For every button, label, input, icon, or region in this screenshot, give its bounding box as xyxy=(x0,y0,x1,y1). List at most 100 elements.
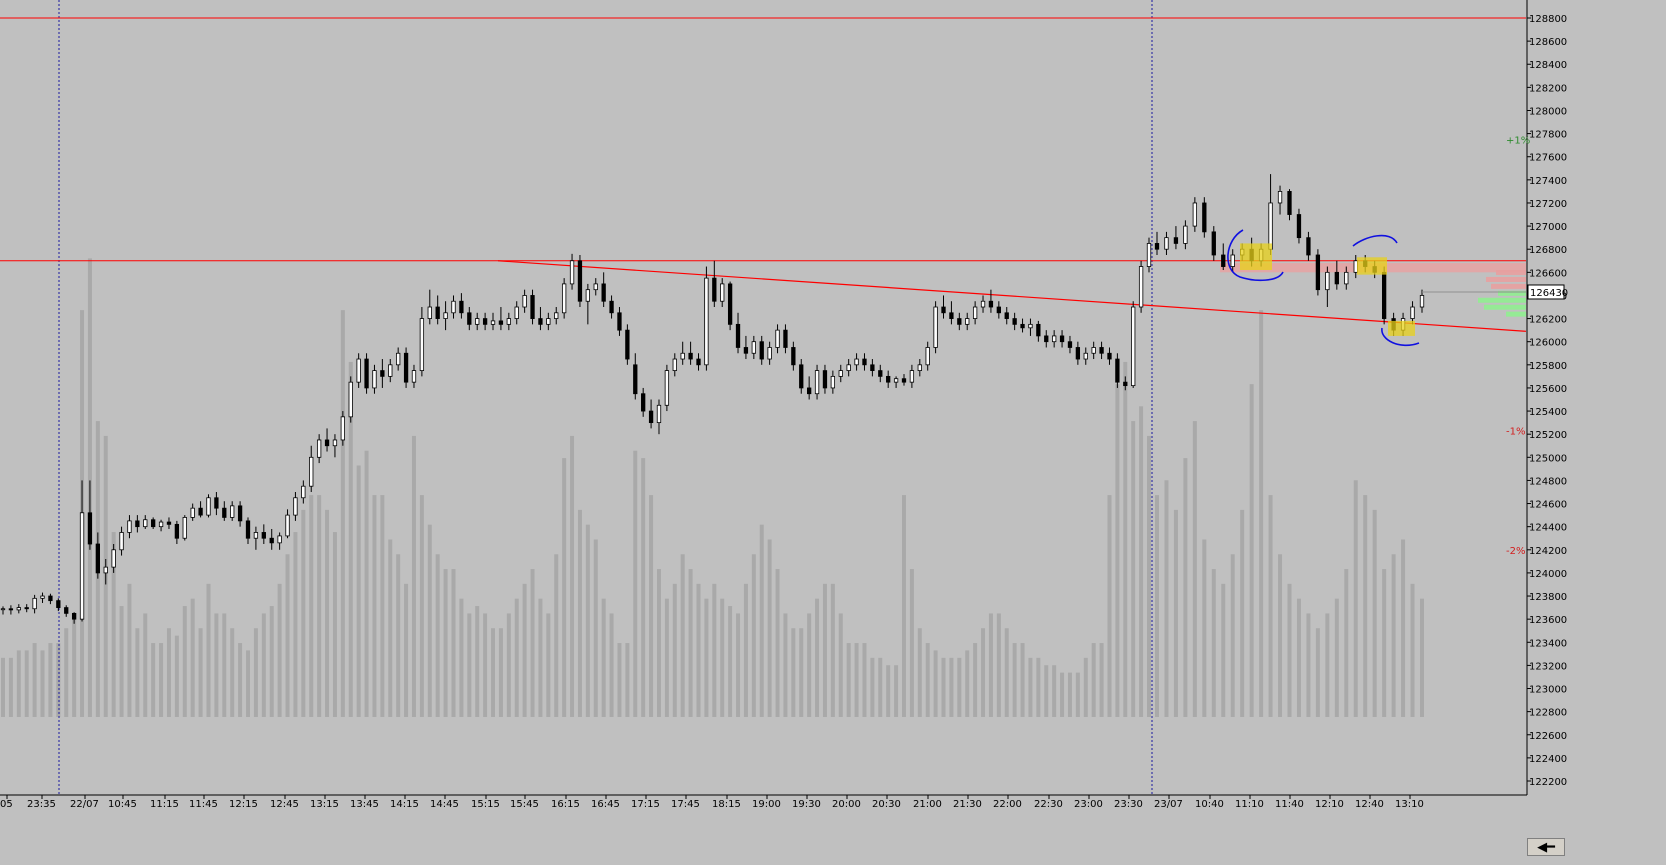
candle xyxy=(356,353,361,388)
volume-profile-bar xyxy=(1491,283,1526,289)
candle xyxy=(522,289,527,313)
volume-bar xyxy=(159,643,164,717)
candle-body xyxy=(206,497,211,516)
candle xyxy=(727,281,733,331)
volume-bar xyxy=(1067,672,1072,717)
candle-body xyxy=(1306,237,1311,256)
time-tick-label: 19:00 xyxy=(752,799,781,810)
volume-bar xyxy=(830,583,835,717)
volume-bar xyxy=(554,554,559,717)
candle-body xyxy=(482,318,488,325)
candle xyxy=(214,491,219,516)
volume-bar xyxy=(585,524,590,717)
candle-body xyxy=(245,520,251,539)
candle-body xyxy=(569,260,575,285)
volume-profile-bar xyxy=(1478,297,1526,303)
time-tick-label: 12:40 xyxy=(1355,799,1384,810)
candle xyxy=(1192,197,1198,232)
volume-bar xyxy=(285,554,290,717)
candle-body xyxy=(1154,243,1160,250)
candle-body xyxy=(151,519,156,528)
candle-body xyxy=(1334,271,1339,285)
volume-bar xyxy=(688,569,693,717)
time-tick-label: 17:15 xyxy=(631,799,660,810)
candle xyxy=(917,359,922,377)
candle xyxy=(419,307,425,377)
price-tick-label: 128600 xyxy=(1529,37,1567,48)
candle xyxy=(1154,231,1160,255)
volume-bar xyxy=(1363,495,1368,717)
candle-body xyxy=(988,300,994,308)
candle xyxy=(143,515,148,529)
candle-body xyxy=(174,523,180,539)
candle-body xyxy=(917,364,922,371)
candle-body xyxy=(135,520,140,528)
volume-profile-bar xyxy=(1506,311,1526,317)
volume-bar xyxy=(846,643,851,717)
candle-body xyxy=(111,549,116,568)
time-tick-label: 12:10 xyxy=(1315,799,1344,810)
candle-body xyxy=(775,329,780,348)
candle-body xyxy=(791,347,796,366)
volume-bar xyxy=(143,613,148,717)
candle xyxy=(593,278,598,296)
candle xyxy=(151,517,156,529)
candle-body xyxy=(846,364,851,371)
volume-bar xyxy=(214,613,219,717)
candle xyxy=(648,399,654,429)
candle-body xyxy=(1091,347,1096,354)
candle xyxy=(988,289,994,313)
candle-body xyxy=(0,608,6,611)
price-tick-label: 126800 xyxy=(1529,245,1567,256)
volume-bar xyxy=(151,643,156,717)
candle-body xyxy=(1028,323,1033,329)
volume-bar xyxy=(364,450,369,717)
candle-body xyxy=(1221,254,1226,267)
candle-body xyxy=(996,306,1001,314)
candle-body xyxy=(411,370,417,383)
candle-body xyxy=(498,320,504,325)
candle xyxy=(1099,341,1104,360)
volume-bar xyxy=(1382,569,1387,717)
candle-body xyxy=(743,347,749,354)
volume-bar xyxy=(1028,657,1033,717)
candle xyxy=(664,364,670,412)
candle xyxy=(996,301,1001,319)
volume-bar xyxy=(988,613,993,717)
candle xyxy=(1123,376,1128,391)
candle-body xyxy=(522,295,527,308)
candle-body xyxy=(862,358,867,366)
candle xyxy=(656,399,662,435)
volume-bar xyxy=(522,583,527,717)
volume-bar xyxy=(751,554,756,717)
trendline[interactable] xyxy=(497,260,1527,332)
time-tick-label: 20:00 xyxy=(832,799,861,810)
volume-bar xyxy=(981,628,986,717)
volume-bar xyxy=(230,628,235,717)
candle-body xyxy=(356,358,361,383)
price-axis: 128800 128600 128400 128200 128000 127800 1276… xyxy=(1478,0,1666,865)
candle xyxy=(1202,197,1207,238)
volume-bar xyxy=(261,613,266,717)
candle-body xyxy=(214,497,219,509)
scroll-left-button[interactable]: ◀━ xyxy=(1527,838,1565,856)
candle-body xyxy=(593,283,598,291)
candle-body xyxy=(56,600,61,608)
candle-body xyxy=(1381,271,1387,319)
candle-body xyxy=(182,517,187,539)
candle xyxy=(1410,301,1415,325)
volume-bar xyxy=(190,598,195,717)
candle xyxy=(1067,335,1073,354)
volume-bar xyxy=(696,583,701,717)
candle-body xyxy=(316,439,322,458)
highlight-box xyxy=(1357,257,1387,275)
candle-body xyxy=(1020,323,1025,329)
candle xyxy=(24,604,29,613)
candle-body xyxy=(767,347,772,360)
candle-body xyxy=(1325,271,1330,291)
candle xyxy=(957,312,962,331)
price-tick-label: 128000 xyxy=(1529,106,1567,117)
session-separators xyxy=(58,0,1153,795)
candle xyxy=(490,312,496,331)
